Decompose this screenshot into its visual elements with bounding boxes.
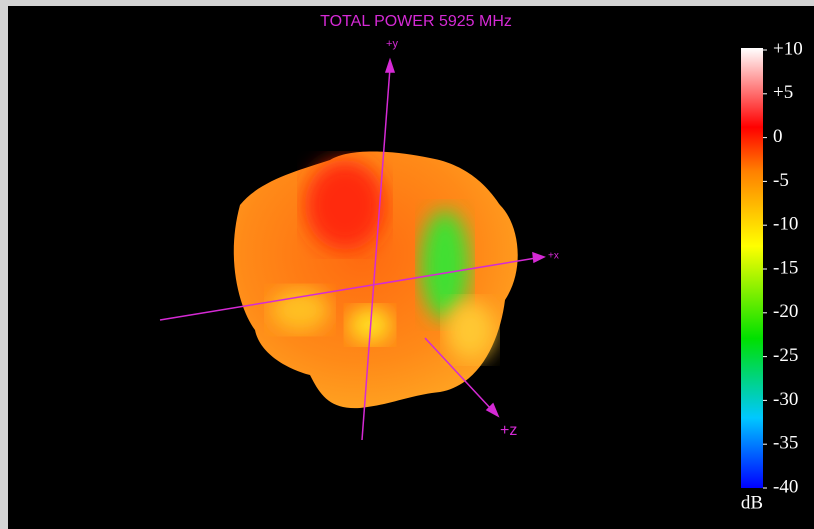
- tick-label: -5: [773, 170, 789, 191]
- tick-label: +5: [773, 82, 793, 103]
- tick-label: -35: [773, 433, 798, 454]
- tick-label: -40: [773, 476, 798, 497]
- pattern-surface: [233, 151, 518, 409]
- colorbar-unit: dB: [741, 492, 763, 513]
- colorbar: [741, 48, 763, 488]
- axis-label: +z: [500, 422, 517, 439]
- tick-label: -30: [773, 389, 798, 410]
- tick-label: +10: [773, 38, 803, 59]
- axis-label: +y: [386, 38, 398, 50]
- tick-label: -20: [773, 301, 798, 322]
- title: TOTAL POWER 5925 MHz: [320, 13, 512, 30]
- axis-label: +x: [548, 251, 559, 262]
- colorbar-ticks: +10 +5 0 -5 -10 -15 -20 -25 -30 -35 -40: [763, 38, 803, 497]
- axes: [159, 57, 546, 441]
- tick-label: -15: [773, 257, 798, 278]
- tick-label: 0: [773, 126, 783, 147]
- tick-label: -10: [773, 214, 798, 235]
- tick-label: -25: [773, 345, 798, 366]
